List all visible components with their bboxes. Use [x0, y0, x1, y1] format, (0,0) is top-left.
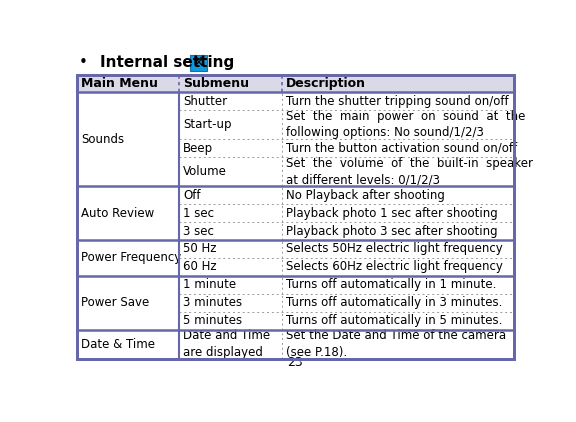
Bar [179, 258, 282, 276]
Bar [77, 75, 514, 92]
Text: Auto Review: Auto Review [81, 207, 154, 219]
Text: Playback photo 3 sec after shooting: Playback photo 3 sec after shooting [286, 225, 498, 238]
Bar [179, 240, 282, 258]
Text: Description: Description [286, 77, 366, 90]
Text: Turns off automatically in 3 minutes.: Turns off automatically in 3 minutes. [286, 296, 502, 309]
Bar [282, 186, 514, 204]
Text: Playback photo 1 sec after shooting: Playback photo 1 sec after shooting [286, 207, 498, 219]
Text: Set the Date and Time of the camera: Set the Date and Time of the camera [286, 330, 506, 342]
Bar [179, 294, 282, 311]
Bar [179, 157, 282, 186]
Text: 60 Hz: 60 Hz [183, 260, 217, 273]
Bar [179, 311, 282, 330]
Text: 1 minute: 1 minute [183, 278, 236, 291]
Bar [179, 186, 282, 204]
Text: Selects 50Hz electric light frequency: Selects 50Hz electric light frequency [286, 242, 503, 255]
Bar [282, 311, 514, 330]
Bar [282, 157, 514, 186]
Text: Volume: Volume [183, 165, 227, 178]
Bar [282, 110, 514, 139]
Text: Main Menu: Main Menu [81, 77, 157, 90]
Text: Turn the shutter tripping sound on/off: Turn the shutter tripping sound on/off [286, 95, 509, 108]
Bar [282, 222, 514, 240]
Text: Set  the  main  power  on  sound  at  the: Set the main power on sound at the [286, 110, 525, 123]
Bar [282, 240, 514, 258]
Bar [282, 294, 514, 311]
Text: Turns off automatically in 5 minutes.: Turns off automatically in 5 minutes. [286, 314, 502, 327]
Text: at different levels: 0/1/2/3: at different levels: 0/1/2/3 [286, 173, 440, 187]
Text: Date and Time: Date and Time [183, 330, 270, 342]
Text: Sounds: Sounds [81, 133, 124, 146]
Bar [179, 204, 282, 222]
Text: Selects 60Hz electric light frequency: Selects 60Hz electric light frequency [286, 260, 503, 273]
Bar [77, 330, 179, 359]
Text: Set  the  volume  of  the  built-in  speaker: Set the volume of the built-in speaker [286, 157, 533, 170]
Bar [179, 330, 282, 359]
Text: ⚒: ⚒ [193, 57, 204, 70]
Text: Beep: Beep [183, 142, 213, 155]
Text: following options: No sound/1/2/3: following options: No sound/1/2/3 [286, 126, 484, 139]
Text: Submenu: Submenu [183, 77, 249, 90]
Bar [179, 222, 282, 240]
Bar [282, 204, 514, 222]
Text: 50 Hz: 50 Hz [183, 242, 217, 255]
Text: No Playback after shooting: No Playback after shooting [286, 189, 445, 202]
Bar [179, 110, 282, 139]
Bar [77, 186, 179, 240]
Bar [179, 92, 282, 110]
Text: Power Frequency: Power Frequency [81, 252, 181, 265]
Bar [77, 75, 514, 359]
Text: Turn the button activation sound on/off: Turn the button activation sound on/off [286, 142, 517, 155]
Bar [179, 139, 282, 157]
FancyBboxPatch shape [190, 55, 207, 70]
Text: are displayed: are displayed [183, 346, 263, 359]
Bar [179, 276, 282, 294]
Bar [282, 139, 514, 157]
Bar [282, 258, 514, 276]
Text: Turns off automatically in 1 minute.: Turns off automatically in 1 minute. [286, 278, 497, 291]
Text: (see P.18).: (see P.18). [286, 346, 347, 359]
Text: Internal setting: Internal setting [100, 55, 234, 70]
Text: Power Save: Power Save [81, 296, 150, 309]
Bar [77, 75, 514, 359]
Text: Start-up: Start-up [183, 118, 232, 131]
Text: Shutter: Shutter [183, 95, 228, 108]
Bar [282, 330, 514, 359]
Text: Off: Off [183, 189, 201, 202]
Text: 3 minutes: 3 minutes [183, 296, 242, 309]
Text: 1 sec: 1 sec [183, 207, 214, 219]
Bar [77, 240, 179, 276]
Bar [282, 92, 514, 110]
Text: Date & Time: Date & Time [81, 338, 156, 351]
Text: 5 minutes: 5 minutes [183, 314, 242, 327]
Text: 3 sec: 3 sec [183, 225, 214, 238]
Bar [77, 276, 179, 330]
Bar [77, 92, 179, 186]
Text: •: • [78, 55, 88, 70]
Text: 23: 23 [287, 357, 303, 369]
Bar [282, 276, 514, 294]
